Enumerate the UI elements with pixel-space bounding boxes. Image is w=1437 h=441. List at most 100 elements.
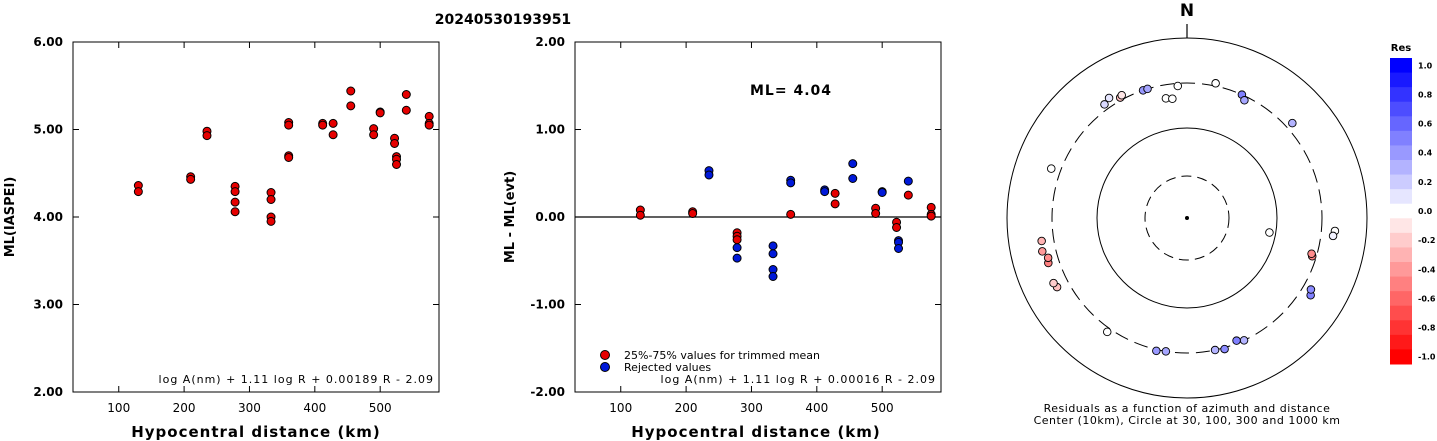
station-markers <box>1037 79 1340 356</box>
circle-300km <box>1051 82 1323 354</box>
data-point <box>768 249 778 259</box>
station-marker <box>1152 346 1161 356</box>
colorbar-swatch <box>1390 189 1412 205</box>
data-point <box>848 159 858 169</box>
data-point <box>892 223 902 232</box>
colorbar-swatch <box>1390 72 1412 88</box>
data-point <box>830 199 840 209</box>
axis-ticks: 100 200 300 400 500 -2.00 -1.00 0.00 1.00 2.00 <box>530 35 941 415</box>
station-marker <box>1143 84 1152 94</box>
formula-label: log A(nm) + 1.11 log R + 0.00016 R - 2.0… <box>661 373 936 386</box>
data-point <box>328 130 338 140</box>
station-marker <box>1168 94 1177 103</box>
data-point <box>133 187 143 197</box>
station-marker <box>1210 345 1220 355</box>
y-tick-label: 1.00 <box>535 123 565 137</box>
y-tick-label: 4.00 <box>33 210 63 224</box>
data-point <box>732 235 742 245</box>
data-point <box>266 216 276 226</box>
y-axis-label: ML(IASPEI) <box>3 177 18 258</box>
station-marker <box>1307 249 1316 258</box>
data-point <box>732 243 742 253</box>
north-label: N <box>1180 1 1194 21</box>
data-point <box>877 188 887 197</box>
polar-caption-line1: Residuals as a function of azimuth and d… <box>1044 402 1331 415</box>
data-point <box>848 174 858 183</box>
x-tick-label: 200 <box>675 401 698 415</box>
colorbar-swatch <box>1390 262 1412 278</box>
y-tick-label: 2.00 <box>535 35 565 49</box>
polar-caption-line2: Center (10km), Circle at 30, 100, 300 an… <box>1034 414 1341 427</box>
station-marker <box>1049 278 1058 288</box>
data-point <box>230 187 240 197</box>
station-marker <box>1211 79 1220 88</box>
data-point <box>786 209 796 219</box>
data-point <box>328 118 338 128</box>
circle-30km <box>1144 175 1230 261</box>
center-dot <box>1185 216 1189 220</box>
data-point <box>704 170 714 180</box>
data-point <box>202 131 212 141</box>
y-tick-label: -1.00 <box>530 298 565 312</box>
y-tick-label: -2.00 <box>530 385 565 399</box>
data-point <box>230 207 240 217</box>
y-tick-label: 5.00 <box>33 123 63 137</box>
data-point <box>346 86 356 96</box>
colorbar-swatch <box>1390 218 1412 234</box>
colorbar-tick-label: 0.8 <box>1418 90 1433 99</box>
panel-ml-iaspei: 100 200 300 400 500 2.00 3.00 4.00 5.00 6.00 ML(I… <box>3 35 440 441</box>
x-axis-label: Hypocentral distance (km) <box>631 423 881 441</box>
data-point <box>390 139 400 148</box>
x-tick-label: 100 <box>107 401 130 415</box>
x-axis-label: Hypocentral distance (km) <box>131 423 381 441</box>
colorbar-tick-label: 0.0 <box>1418 207 1433 216</box>
colorbar-swatch <box>1390 160 1412 176</box>
station-marker <box>1232 336 1241 345</box>
data-point <box>284 120 294 130</box>
colorbar-swatch <box>1390 320 1412 336</box>
colorbar-swatch <box>1390 58 1412 74</box>
legend-label-rejected: Rejected values <box>624 361 711 374</box>
y-tick-label: 0.00 <box>535 210 565 224</box>
station-marker <box>1173 81 1183 91</box>
data-point <box>688 209 698 218</box>
colorbar-tick-label: 0.6 <box>1418 120 1433 129</box>
station-marker <box>1104 93 1114 103</box>
station-marker <box>1038 247 1047 256</box>
figure-title: 20240530193951 <box>435 12 571 28</box>
colorbar-swatch <box>1390 116 1412 132</box>
colorbar-title: Res <box>1391 43 1411 54</box>
colorbar-swatch <box>1390 130 1412 146</box>
colorbar-scale: 1.0 0.8 0.6 0.4 0.2 0.0 -0.2 -0.4 -0.6 -0.8 -1.0 <box>1390 58 1436 365</box>
colorbar-swatch <box>1390 334 1412 350</box>
y-tick-label: 2.00 <box>33 385 63 399</box>
colorbar-tick-label: -0.2 <box>1418 236 1436 245</box>
data-point <box>266 195 276 204</box>
x-tick-label: 500 <box>871 401 894 415</box>
x-tick-label: 500 <box>369 401 392 415</box>
data-point <box>186 174 196 184</box>
data-point <box>401 90 411 99</box>
data-point <box>768 272 778 281</box>
data-point <box>424 120 434 130</box>
colorbar-tick-label: -0.6 <box>1418 294 1436 303</box>
data-points <box>635 159 936 281</box>
station-marker <box>1043 253 1053 263</box>
data-point <box>903 190 913 200</box>
data-point <box>284 153 294 162</box>
colorbar-swatch <box>1390 349 1412 365</box>
y-axis-label: ML - ML(evt) <box>503 171 518 263</box>
legend-marker-rejected <box>600 362 610 372</box>
data-point <box>318 120 328 130</box>
data-point <box>903 176 913 186</box>
panel-ml-residual: 100 200 300 400 500 -2.00 -1.00 0.00 1.00 2.00 ML… <box>503 35 942 441</box>
station-marker <box>1306 285 1316 294</box>
data-point <box>392 160 402 169</box>
colorbar-tick-label: -0.4 <box>1418 265 1436 274</box>
colorbar-swatch <box>1390 203 1412 219</box>
colorbar-swatch <box>1390 305 1412 321</box>
station-marker <box>1047 164 1056 173</box>
colorbar-swatch <box>1390 276 1412 292</box>
colorbar-tick-label: 1.0 <box>1418 61 1433 70</box>
